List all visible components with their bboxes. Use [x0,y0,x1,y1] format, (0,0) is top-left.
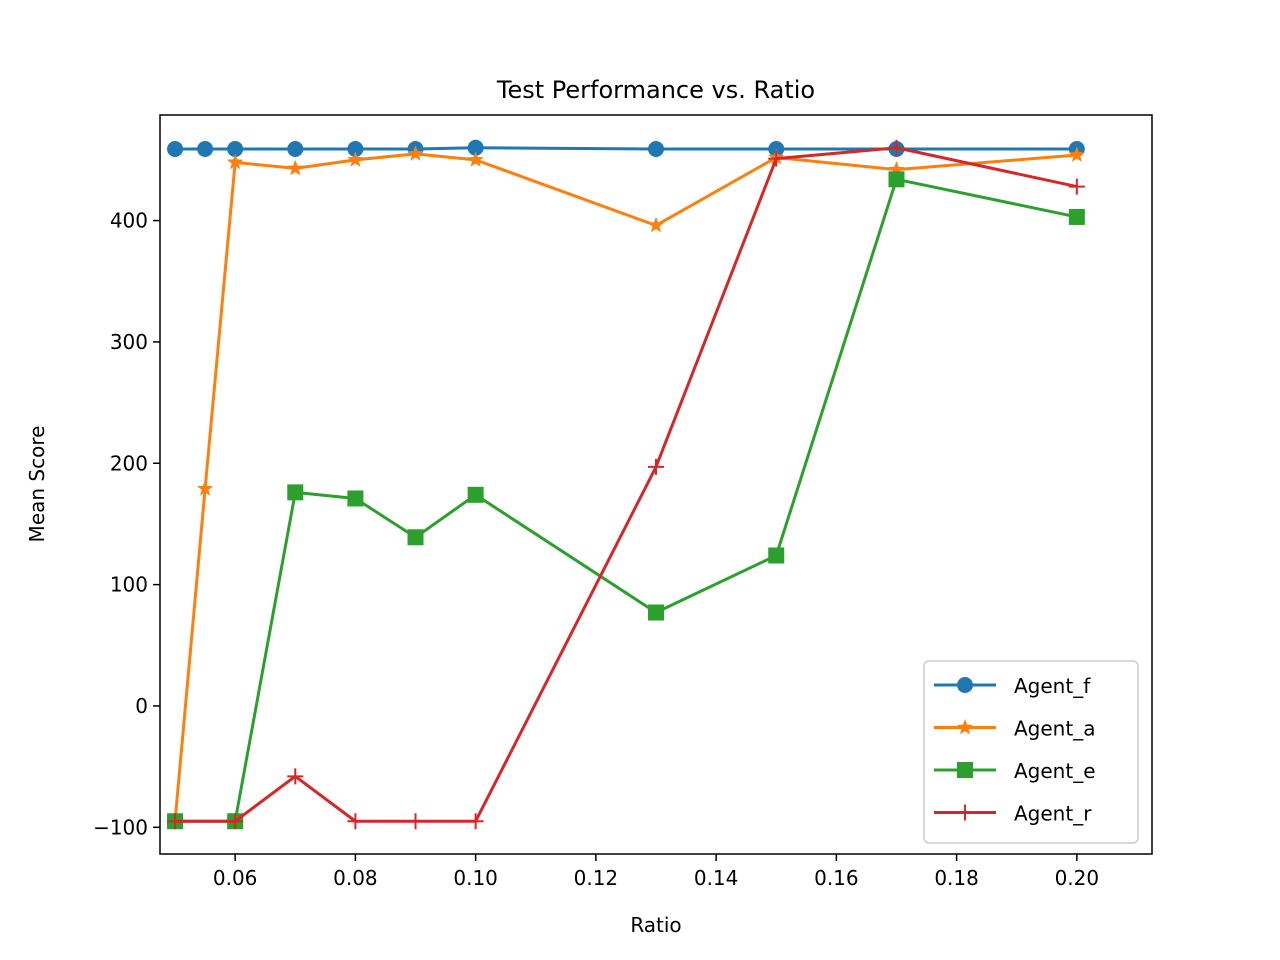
data-point [287,484,304,501]
data-point [1068,178,1085,195]
series-line [175,177,1078,823]
series-layer [166,139,1085,830]
data-point [648,458,664,475]
x-tick-label: 0.18 [934,866,979,890]
data-point [227,153,244,170]
x-tick-label: 0.16 [814,866,859,890]
series-line [175,146,1078,823]
data-point [167,813,184,830]
plot-frame [159,114,1153,855]
data-point [197,140,214,157]
x-tick-label: 0.14 [694,866,739,890]
data-point [647,216,665,233]
series-Agent_e [167,171,1085,830]
y-tick-label: −100 [93,815,148,839]
data-point [287,768,304,785]
data-point [888,171,905,188]
legend-item: Agent_r [934,802,1092,826]
legend-label: Agent_f [1014,674,1091,698]
data-point [467,813,484,830]
data-point [227,140,244,157]
series-Agent_f [167,139,1085,157]
data-point [347,813,364,830]
data-point [407,813,424,830]
data-point [347,490,364,507]
x-tick-label: 0.20 [1055,866,1100,890]
y-tick-label: 400 [110,209,148,233]
legend-item: Agent_a [934,717,1095,741]
legend-item: Agent_e [934,759,1096,783]
y-tick-label: 300 [110,330,148,354]
legend-marker [957,804,973,821]
legend-marker [956,719,974,735]
y-tick-label: 0 [135,694,148,718]
series-line [175,146,1077,151]
legend: Agent_f Agent_a Agent_e Agent_r [923,660,1139,844]
x-tick-label: 0.10 [453,866,498,890]
data-point [888,161,905,177]
series-Agent_r [167,139,1085,830]
data-point [227,813,244,830]
x-tick-label: 0.08 [333,866,378,890]
data-point [1068,208,1085,225]
data-point [167,140,184,157]
x-axis-title: Ratio [630,913,681,937]
chart-title: Test Performance vs. Ratio [496,76,815,104]
legend-marker [957,762,973,778]
legend-label: Agent_r [1014,802,1092,826]
y-axis-title: Mean Score [25,426,49,543]
y-tick-label: 100 [110,573,148,597]
data-point [407,145,424,161]
data-point [467,151,484,167]
data-point [1068,146,1085,162]
legend-label: Agent_a [1014,717,1095,741]
data-point [287,159,304,176]
legend-marker [957,677,973,693]
y-tick-label: 200 [110,451,148,475]
data-point [407,529,424,546]
y-axis: −100 0 100 200 300 400 [93,209,160,839]
data-point [347,151,364,167]
legend-item: Agent_f [934,674,1091,698]
data-point [768,150,785,167]
data-point [768,547,785,564]
data-point [197,480,214,496]
x-tick-label: 0.06 [213,866,258,890]
data-point [287,140,304,157]
legend-box [923,660,1139,844]
data-point [888,139,905,156]
data-point [467,139,484,156]
x-axis: 0.06 0.08 0.10 0.12 0.14 0.16 0.18 0.20 [213,854,1099,890]
data-point [467,486,484,503]
data-point [648,604,664,621]
data-point [648,140,664,157]
data-point [347,140,364,157]
x-tick-label: 0.12 [574,866,619,890]
legend-label: Agent_e [1014,759,1096,783]
